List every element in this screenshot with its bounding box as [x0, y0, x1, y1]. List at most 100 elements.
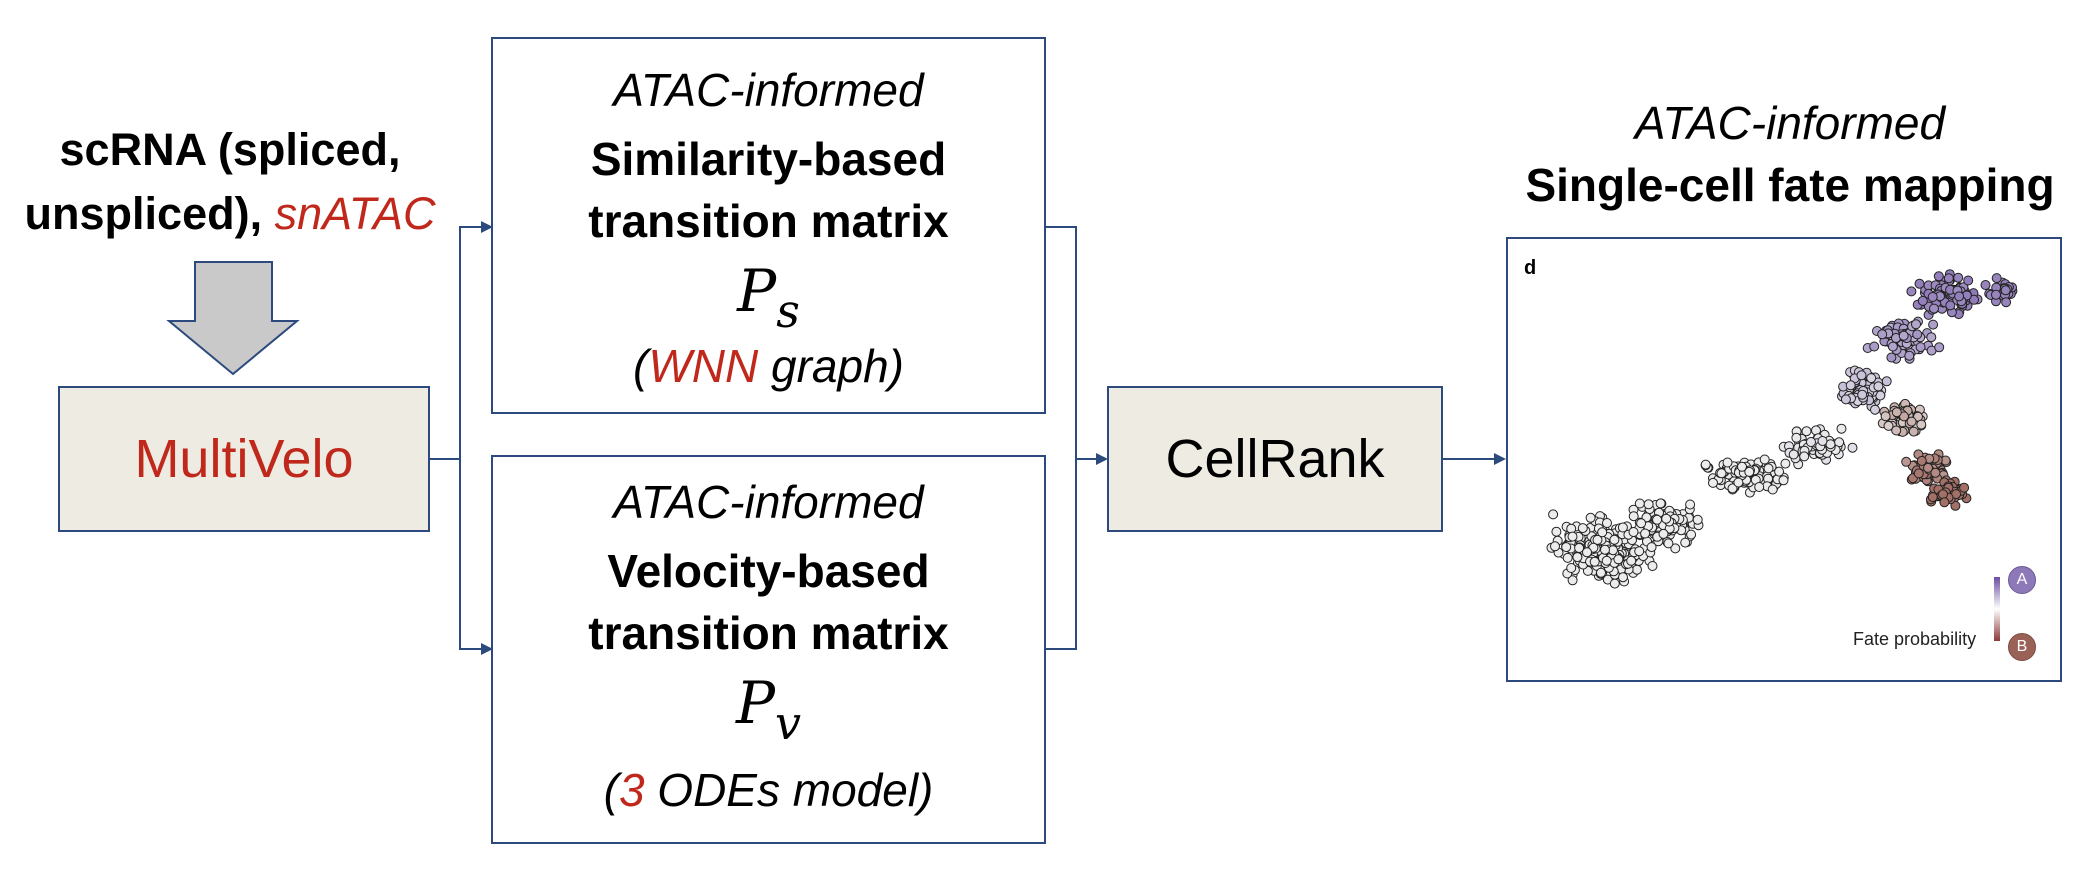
cell-dot	[1801, 426, 1812, 437]
cell-dot	[1737, 461, 1747, 472]
cell-dot	[1632, 564, 1642, 575]
cell-dot	[1857, 389, 1868, 400]
multivelo-label: MultiVelo	[134, 429, 354, 489]
cell-dot	[1991, 273, 2002, 284]
ode-count: 3	[618, 764, 645, 816]
cell-embedding-plot	[1546, 269, 2018, 589]
cell-dot	[1953, 272, 1964, 283]
state-a-label: A	[2016, 571, 2028, 588]
state-b-label: B	[2016, 638, 2028, 655]
cell-dot	[1767, 484, 1778, 495]
cell-dot	[1927, 492, 1938, 503]
cell-dot	[1566, 563, 1577, 573]
cell-dot	[1911, 319, 1921, 330]
cell-dot	[1596, 567, 1606, 578]
cell-dot	[1754, 482, 1765, 492]
cell-dot	[1945, 300, 1956, 311]
cell-dot	[1906, 286, 1917, 297]
wnn-label: WNN	[648, 340, 759, 392]
merge-line-lower	[1046, 459, 1077, 650]
cell-dot	[1716, 468, 1727, 479]
cell-dot	[1969, 294, 1979, 305]
cell-dot	[1763, 463, 1774, 474]
cell-dot	[1891, 425, 1902, 436]
cell-dot	[1634, 498, 1645, 509]
similarity-title-line-2: transition matrix	[588, 195, 949, 247]
similarity-note-open: (	[633, 340, 649, 392]
cell-dot	[1744, 466, 1755, 477]
similarity-symbol-p: P	[737, 257, 777, 325]
cell-dot	[1913, 468, 1924, 479]
velocity-symbol: Pv	[493, 669, 1044, 750]
cell-dot	[1926, 332, 1937, 343]
cell-dot	[1600, 544, 1610, 555]
velocity-matrix-box: ATAC-informed Velocity-based transition …	[491, 455, 1046, 844]
cell-dot	[2000, 285, 2011, 296]
cell-dot	[1582, 547, 1592, 558]
similarity-note: (WNN graph)	[493, 339, 1044, 393]
cell-dot	[1577, 523, 1588, 534]
cell-dot	[1840, 394, 1851, 405]
velocity-title-line-2: transition matrix	[588, 607, 949, 659]
cellrank-box: CellRank	[1107, 386, 1443, 532]
cell-dot	[1634, 546, 1645, 557]
similarity-matrix-box: ATAC-informed Similarity-based transitio…	[491, 37, 1046, 414]
merge-line-upper	[1046, 226, 1077, 459]
cell-dot	[1778, 475, 1789, 486]
cell-dot	[1589, 556, 1600, 567]
cell-dot	[1655, 498, 1666, 509]
cell-dot	[1934, 342, 1945, 353]
cell-dot	[1597, 527, 1608, 538]
cell-dot	[1877, 329, 1888, 340]
cell-dot	[1914, 278, 1925, 289]
multivelo-box: MultiVelo	[58, 386, 430, 532]
cell-dot	[1567, 575, 1578, 586]
cell-dot	[1881, 376, 1892, 387]
cell-dot	[1567, 531, 1578, 542]
cell-dot	[1930, 467, 1941, 478]
cell-dot	[1943, 273, 1954, 284]
cell-dot	[1898, 330, 1909, 341]
cell-dot	[1886, 352, 1897, 363]
cell-dot	[1927, 292, 1938, 302]
snatac-label: snATAC	[274, 188, 436, 239]
cell-dot	[1887, 341, 1898, 352]
cell-dot	[1847, 442, 1858, 453]
similarity-title-line-1: Similarity-based	[590, 133, 947, 185]
velocity-symbol-subscript: v	[775, 696, 802, 750]
cell-dot	[1602, 518, 1612, 528]
cell-dot	[1939, 497, 1950, 508]
velocity-note: (3 ODEs model)	[493, 763, 1044, 817]
multivelo-branch-line	[430, 221, 493, 460]
cell-dot	[1991, 289, 2001, 300]
cell-dot	[1923, 462, 1933, 473]
cell-dot	[1572, 552, 1583, 563]
cell-dot	[1680, 537, 1691, 548]
cell-dot	[1788, 449, 1799, 460]
cell-dot	[1661, 513, 1672, 524]
panel-letter: d	[1524, 257, 1537, 279]
cell-dot	[1708, 477, 1718, 488]
cell-dot	[1628, 527, 1639, 537]
cell-dot	[1950, 500, 1961, 511]
velocity-symbol-p: P	[735, 669, 776, 737]
cell-dot	[1901, 456, 1912, 467]
cell-dot	[1722, 457, 1733, 468]
cell-dot	[1906, 416, 1917, 427]
cell-dot	[1670, 543, 1681, 554]
cell-dot	[1574, 543, 1585, 553]
fate-map-panel: d Fate probability A B	[1506, 237, 2062, 682]
cell-dot	[1548, 509, 1559, 520]
cell-dot	[1646, 542, 1657, 553]
cell-dot	[1550, 541, 1560, 552]
legend-label: Fate probability	[1853, 629, 1977, 649]
output-qualifier: ATAC-informed	[1634, 97, 1946, 149]
state-b-badge: B	[2008, 633, 2036, 661]
cell-dot	[1733, 477, 1744, 488]
multivelo-branch-line-lower	[459, 459, 493, 655]
cell-dot	[1963, 275, 1974, 286]
cell-dot	[1727, 483, 1738, 494]
cell-dot	[1959, 482, 1970, 493]
cell-dot	[1929, 303, 1939, 314]
